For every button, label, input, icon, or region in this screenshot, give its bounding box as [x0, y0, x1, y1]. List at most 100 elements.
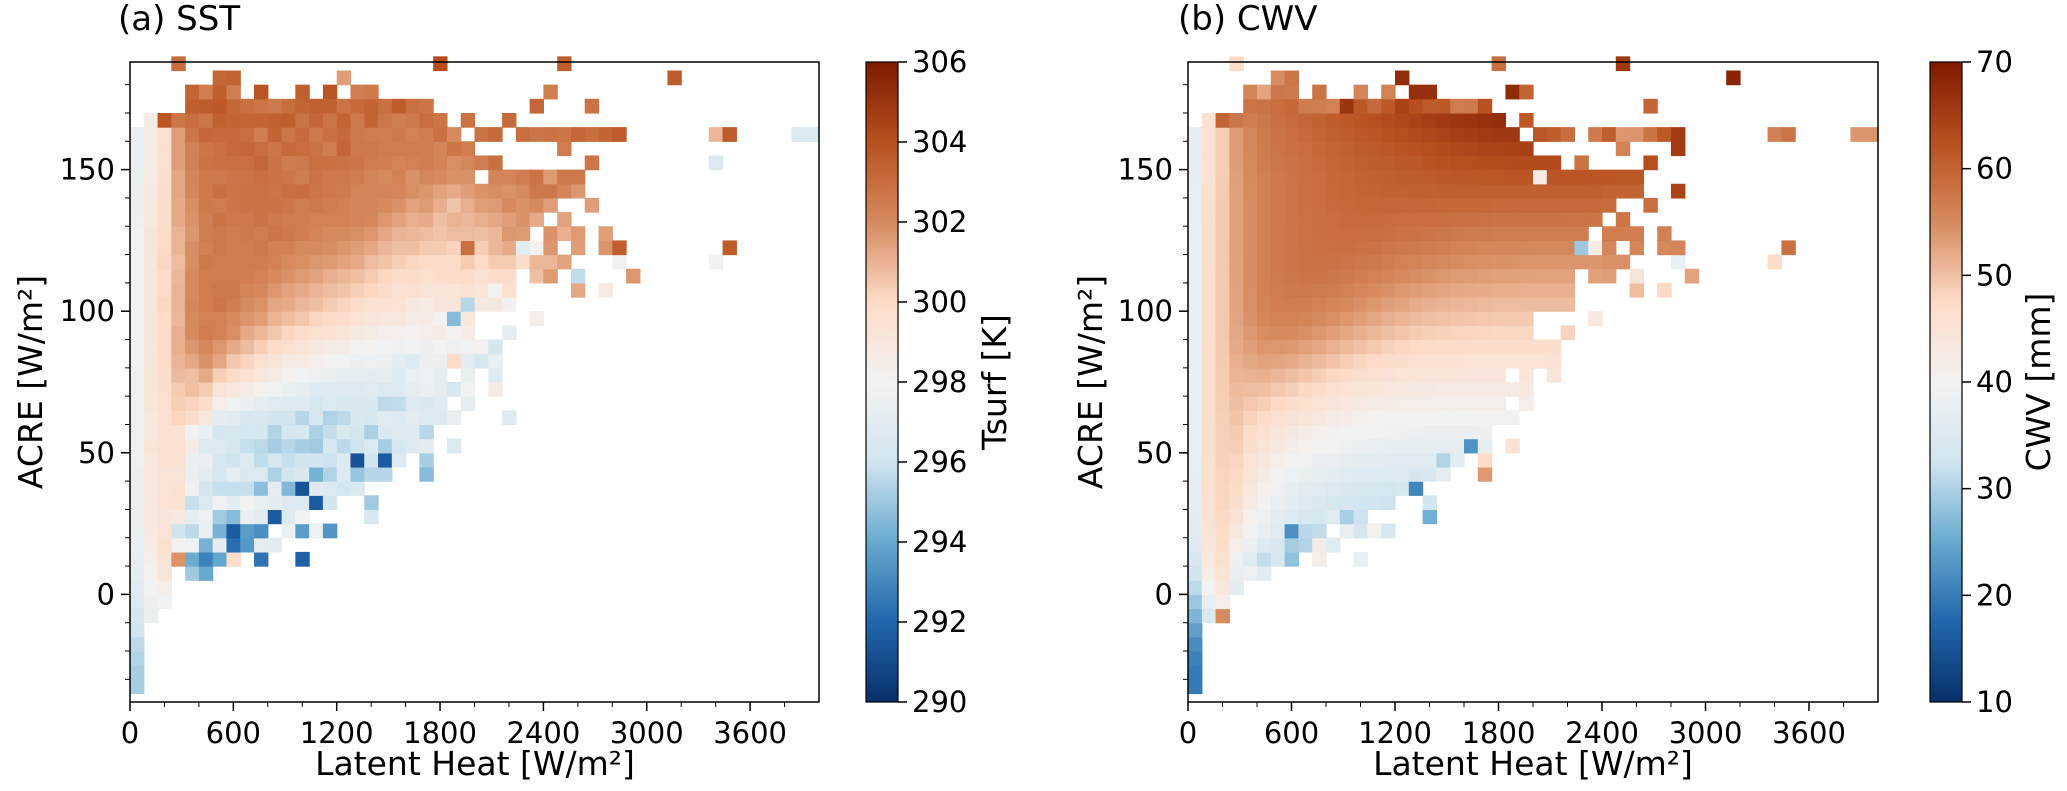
heatmap-cell	[130, 325, 145, 341]
heatmap-cell	[1546, 254, 1562, 270]
heatmap-cell	[212, 226, 228, 242]
heatmap-cell	[157, 410, 172, 426]
heatmap-cell	[1395, 297, 1410, 312]
colorbar-tick-label: 60	[1976, 152, 2013, 186]
heatmap-cell	[570, 282, 586, 298]
heatmap-cell	[1353, 410, 1368, 426]
heatmap-cell	[171, 466, 186, 482]
heatmap-cell	[529, 311, 544, 326]
heatmap-cell	[157, 197, 172, 213]
heatmap-cell	[1270, 311, 1286, 326]
heatmap-cell	[1408, 353, 1424, 369]
heatmap-cell	[460, 240, 476, 256]
heatmap-cell	[198, 339, 214, 355]
heatmap-cell	[1215, 452, 1230, 468]
heatmap-cell	[405, 226, 420, 242]
heatmap-cell	[1533, 339, 1548, 355]
heatmap-cell	[1395, 481, 1410, 496]
heatmap-cell	[336, 424, 352, 440]
heatmap-cell	[130, 141, 145, 157]
y-tick-label: 100	[60, 294, 115, 328]
heatmap-cell	[598, 127, 613, 142]
heatmap-cell	[1464, 183, 1479, 199]
heatmap-cell	[460, 325, 476, 341]
heatmap-cell	[1312, 155, 1327, 171]
heatmap-cell	[185, 438, 200, 454]
heatmap-cell	[1505, 197, 1520, 213]
heatmap-cell	[1353, 325, 1368, 341]
heatmap-cell	[1201, 169, 1217, 185]
heatmap-cell	[336, 481, 352, 496]
heatmap-cell	[1353, 382, 1368, 397]
heatmap-cell	[130, 367, 145, 383]
heatmap-cell	[391, 424, 407, 440]
heatmap-cell	[391, 183, 407, 199]
heatmap-cell	[364, 452, 379, 468]
heatmap-cell	[157, 268, 172, 284]
colorbar-tick-label: 304	[912, 125, 967, 159]
heatmap-cell	[1353, 282, 1368, 298]
heatmap-cell	[1519, 169, 1534, 185]
heatmap-cell	[1326, 311, 1341, 326]
heatmap-cell	[446, 353, 462, 369]
heatmap-cell	[254, 382, 269, 397]
heatmap-cell	[419, 339, 434, 355]
heatmap-cell	[1215, 509, 1230, 525]
heatmap-cell	[419, 382, 434, 397]
heatmap-cell	[185, 466, 200, 482]
heatmap-cell	[1339, 297, 1355, 312]
heatmap-cell	[598, 240, 613, 256]
heatmap-cell	[1408, 452, 1424, 468]
heatmap-cell	[1367, 240, 1382, 256]
heatmap-cell	[1574, 183, 1589, 199]
heatmap-cell	[309, 325, 324, 341]
heatmap-cell	[419, 141, 434, 157]
heatmap-cell	[1312, 523, 1327, 539]
heatmap-cell	[143, 339, 159, 355]
heatmap-cell	[1312, 367, 1327, 383]
heatmap-cell	[474, 197, 489, 213]
heatmap-cell	[543, 226, 558, 242]
heatmap-cell	[1450, 339, 1465, 355]
heatmap-cell	[557, 127, 572, 142]
heatmap-cell	[226, 183, 241, 199]
heatmap-cell	[350, 197, 365, 213]
heatmap-cell	[391, 254, 407, 270]
heatmap-cell	[391, 353, 407, 369]
heatmap-cell	[1422, 297, 1437, 312]
heatmap-cell	[1188, 466, 1203, 482]
heatmap-cell	[1201, 551, 1217, 567]
heatmap-cell	[515, 169, 531, 185]
heatmap-cell	[1257, 466, 1272, 482]
heatmap-cell	[708, 127, 724, 142]
heatmap-cell	[198, 523, 214, 539]
heatmap-cell	[240, 495, 255, 511]
heatmap-cell	[198, 240, 214, 256]
heatmap-cell	[433, 254, 448, 270]
heatmap-cell	[446, 127, 462, 142]
heatmap-cell	[240, 268, 255, 284]
heatmap-cell	[212, 509, 228, 525]
heatmap-cell	[612, 240, 627, 256]
heatmap-cell	[515, 197, 531, 213]
heatmap-cell	[1284, 197, 1299, 213]
heatmap-cell	[1533, 127, 1548, 142]
heatmap-cell	[1395, 325, 1410, 341]
heatmap-cell	[336, 438, 352, 454]
heatmap-cell	[322, 410, 338, 426]
heatmap-cell	[1477, 282, 1493, 298]
heatmap-cell	[1284, 183, 1299, 199]
heatmap-cell	[143, 212, 159, 227]
heatmap-cell	[419, 297, 434, 312]
heatmap-cell	[322, 424, 338, 440]
heatmap-cell	[1367, 424, 1382, 440]
heatmap-cell	[378, 325, 393, 341]
heatmap-cell	[1229, 56, 1244, 72]
heatmap-cell	[1284, 410, 1299, 426]
heatmap-cell	[391, 367, 407, 383]
heatmap-cell	[198, 169, 214, 185]
heatmap-cell	[364, 183, 379, 199]
heatmap-cell	[584, 155, 600, 171]
heatmap-cell	[1270, 367, 1286, 383]
heatmap-cell	[1188, 495, 1203, 511]
